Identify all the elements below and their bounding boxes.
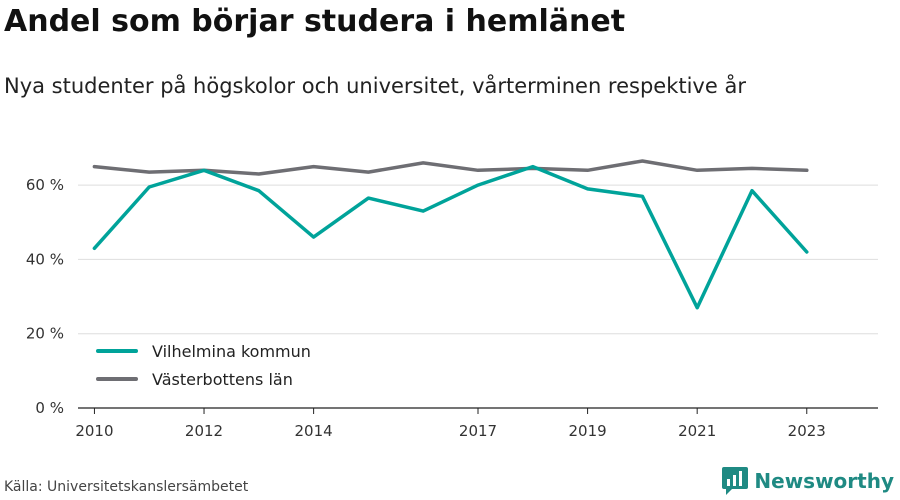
chart-subtitle: Nya studenter på högskolor och universit…	[4, 74, 746, 98]
x-tick-label: 2010	[75, 422, 113, 440]
brand-logo[interactable]: Newsworthy	[722, 467, 894, 495]
y-tick-label: 40 %	[26, 250, 64, 268]
y-tick-label: 0 %	[35, 399, 64, 417]
y-tick-label: 60 %	[26, 176, 64, 194]
legend-label-0: Vilhelmina kommun	[152, 342, 311, 361]
x-tick-label: 2014	[295, 422, 333, 440]
x-tick-label: 2023	[788, 422, 826, 440]
x-tick-label: 2021	[678, 422, 716, 440]
legend-box	[90, 336, 338, 394]
chart-title: Andel som börjar studera i hemlänet	[4, 4, 626, 39]
x-tick-label: 2017	[459, 422, 497, 440]
newsworthy-logo-icon	[722, 467, 749, 495]
series-line-0	[92, 164, 809, 310]
legend-label-1: Västerbottens län	[152, 370, 293, 389]
brand-name: Newsworthy	[754, 469, 894, 493]
line-chart: 0 % 20 % 40 % 60 % 2010 2012 2014 2017 2019 2021 2…	[26, 159, 878, 440]
y-tick-label: 20 %	[26, 325, 64, 343]
source-note: Källa: Universitetskanslersämbetet	[4, 479, 249, 495]
x-tick-label: 2019	[568, 422, 606, 440]
x-tick-label: 2012	[185, 422, 223, 440]
series-line-1	[92, 159, 809, 176]
